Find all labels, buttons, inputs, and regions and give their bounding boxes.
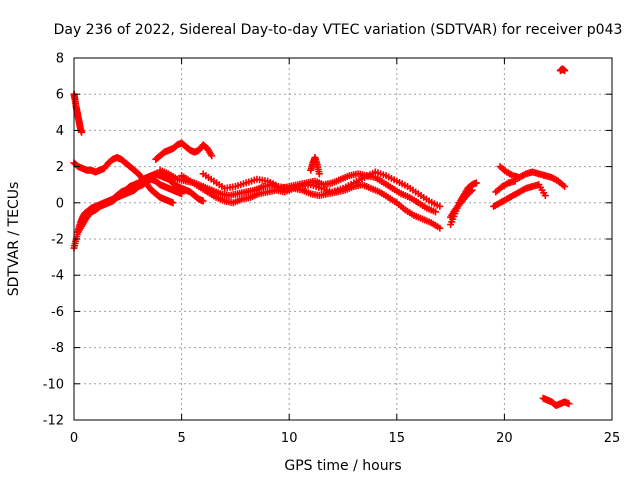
x-tick-label: 5 — [177, 431, 185, 446]
y-axis-label: SDTVAR / TECUs — [6, 182, 22, 297]
x-tick-label: 25 — [604, 431, 621, 446]
data-point — [467, 187, 475, 195]
y-tick-label: -2 — [51, 233, 64, 248]
series-upper-early — [70, 154, 177, 207]
x-axis-label: GPS time / hours — [284, 458, 401, 474]
data-point — [561, 67, 569, 75]
series-outlier-low — [539, 394, 573, 410]
y-tick-label: 0 — [56, 196, 64, 211]
series-hump — [152, 139, 216, 163]
data-point — [78, 128, 86, 136]
data-point — [315, 170, 323, 178]
y-tick-label: -6 — [51, 305, 64, 320]
series-outlier-high — [556, 65, 569, 75]
data-point — [472, 179, 480, 187]
grid — [74, 58, 612, 420]
data-point — [208, 152, 216, 160]
y-tick-labels: 8 6 4 2 0 -2 -4 -6 -8 -10 -12 — [43, 52, 64, 429]
data-point — [178, 190, 186, 198]
data-point — [432, 208, 440, 216]
series-after-17-b — [447, 186, 476, 221]
y-tick-label: -4 — [51, 269, 64, 284]
series-lower-rise-2 — [74, 175, 186, 236]
data-points — [70, 65, 573, 410]
series-early-high — [70, 90, 86, 136]
y-tick-label: 2 — [56, 160, 64, 175]
y-tick-label: -12 — [43, 414, 64, 429]
x-tick-label: 0 — [70, 431, 78, 446]
data-point — [169, 199, 177, 207]
x-tick-labels: 0 5 10 15 20 25 — [70, 431, 620, 446]
x-tick-label: 10 — [281, 431, 298, 446]
data-point — [565, 400, 573, 408]
y-tick-label: -8 — [51, 341, 64, 356]
chart-title: Day 236 of 2022, Sidereal Day-to-day VTE… — [54, 22, 623, 38]
series-mid-band-c — [199, 168, 444, 210]
y-tick-label: -10 — [43, 377, 64, 392]
data-point — [468, 186, 476, 194]
x-tick-label: 15 — [389, 431, 406, 446]
data-point — [436, 224, 444, 232]
data-point — [561, 183, 569, 191]
series-late-upper — [496, 163, 569, 191]
axis-ticks — [73, 57, 613, 421]
y-tick-label: 4 — [56, 124, 64, 139]
series-late-lower — [490, 181, 549, 210]
y-tick-label: 6 — [56, 88, 64, 103]
data-point — [436, 202, 444, 210]
series-spike — [307, 154, 323, 178]
data-point — [511, 177, 519, 185]
x-tick-label: 20 — [496, 431, 513, 446]
data-point — [541, 192, 549, 200]
data-point — [199, 197, 207, 205]
y-tick-label: 8 — [56, 52, 64, 67]
series-late-mid — [492, 177, 519, 196]
